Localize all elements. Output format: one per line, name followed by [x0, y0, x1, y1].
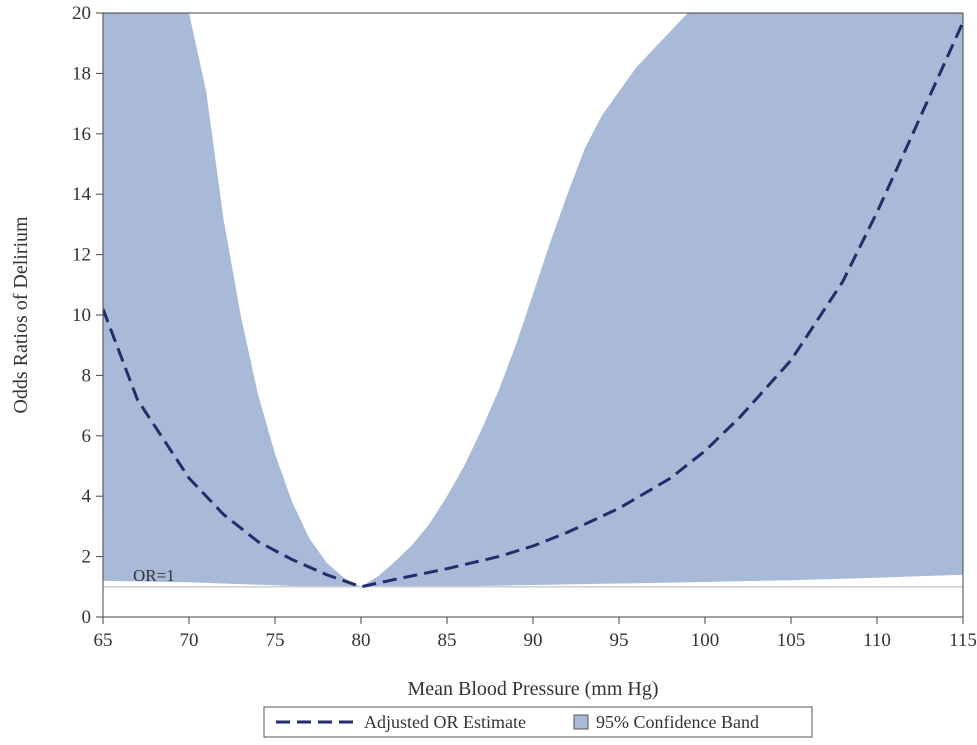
y-tick-label: 14	[72, 184, 92, 205]
x-tick-label: 110	[863, 630, 891, 651]
y-tick-label: 20	[72, 3, 91, 24]
x-tick-label: 100	[691, 630, 720, 651]
x-axis-title: Mean Blood Pressure (mm Hg)	[407, 678, 658, 700]
y-axis-title: Odds Ratios of Delirium	[10, 216, 32, 414]
legend-swatch-confidence-band	[573, 714, 589, 730]
x-tick-label: 85	[438, 630, 457, 651]
y-tick-label: 4	[82, 486, 92, 507]
x-tick-label: 105	[777, 630, 806, 651]
reference-line-label: OR=1	[133, 566, 175, 585]
x-tick-label: 70	[180, 630, 199, 651]
x-tick-label: 65	[94, 630, 113, 651]
y-tick-label: 10	[72, 305, 91, 326]
legend-label-or-estimate: Adjusted OR Estimate	[364, 712, 526, 732]
y-tick-label: 18	[72, 63, 91, 84]
x-tick-label: 75	[266, 630, 285, 651]
y-tick-label: 2	[82, 547, 92, 568]
legend-label-confidence-band: 95% Confidence Band	[596, 712, 759, 732]
legend-box	[263, 706, 813, 738]
y-tick-label: 8	[82, 365, 92, 386]
x-tick-label: 90	[524, 630, 543, 651]
x-tick-label: 95	[610, 630, 629, 651]
y-tick-label: 16	[72, 124, 91, 145]
confidence-band-area	[103, 13, 963, 587]
y-tick-label: 0	[82, 607, 92, 628]
x-tick-label: 115	[949, 630, 977, 651]
x-tick-label: 80	[352, 630, 371, 651]
or-estimate-line	[103, 21, 963, 589]
y-tick-label: 6	[82, 426, 92, 447]
y-tick-label: 12	[72, 245, 91, 266]
